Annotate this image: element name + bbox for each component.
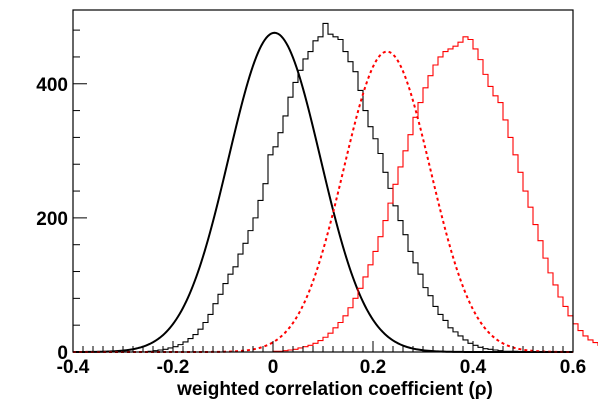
x-tick-label: 0.2 [360,357,386,378]
x-tick-label: 0 [268,357,279,378]
fit-curve-series-0 [72,31,573,353]
plot-content [72,22,598,353]
histogram-series-1 [272,36,598,352]
histogram-series-0 [147,22,523,353]
y-tick-label: 0 [57,343,68,364]
plot-frame [72,9,574,353]
x-tick-label: -0.2 [157,357,190,378]
fit-curve-series-1 [73,50,574,353]
x-tick-label: 0.4 [460,357,487,378]
axes: -0.4 -0.2 0 0.2 0.4 0.6 0 200 400 [36,29,586,378]
y-tick-label: 200 [36,209,68,230]
x-tick-label: 0.6 [560,357,586,378]
x-axis-title: weighted correlation coefficient (ρ) [176,379,493,400]
y-tick-label: 400 [36,75,68,96]
x-tick-label: -0.4 [57,357,90,378]
